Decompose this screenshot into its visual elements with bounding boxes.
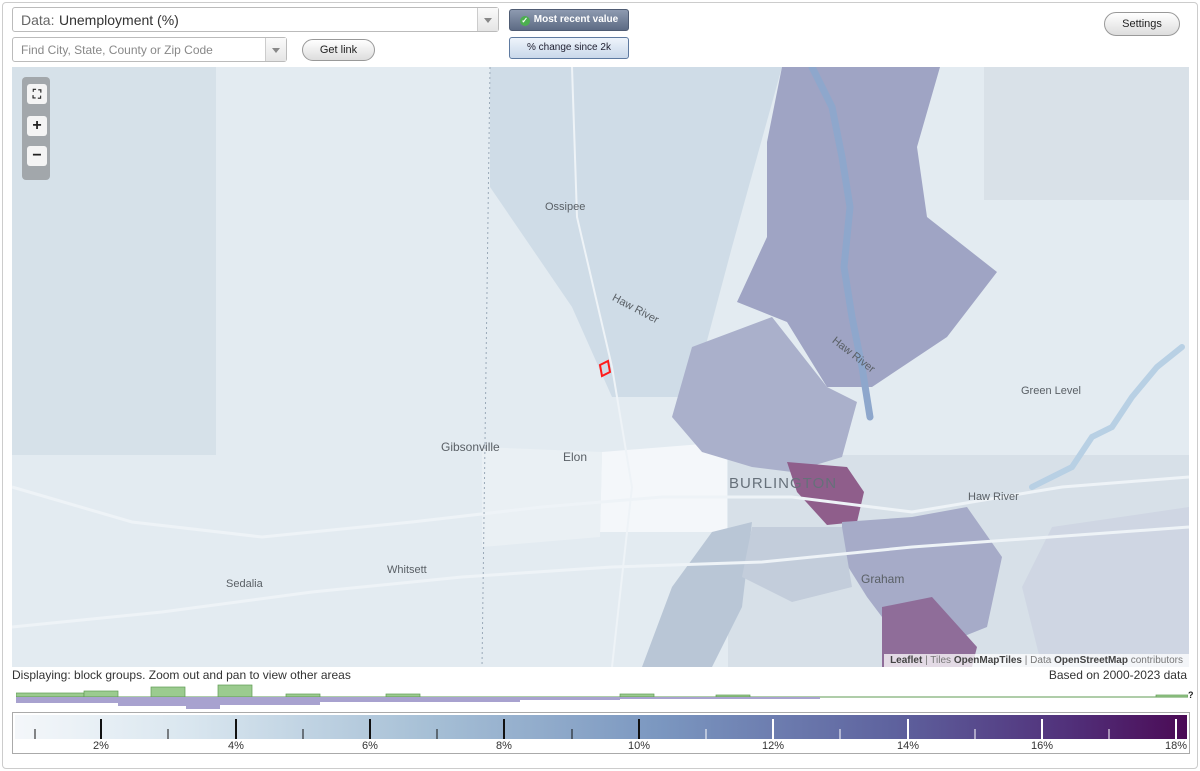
legend-label: 14% bbox=[896, 740, 920, 752]
histogram-bar-lower bbox=[320, 697, 520, 702]
status-displaying: Displaying: block groups. Zoom out and p… bbox=[12, 668, 351, 682]
block-group-high bbox=[787, 462, 864, 525]
zoom-out-button[interactable]: − bbox=[27, 146, 47, 166]
histogram-bar-lower bbox=[620, 697, 820, 699]
river-water bbox=[1029, 344, 1185, 490]
histogram-bar bbox=[217, 684, 253, 698]
openstreetmap-link[interactable]: OpenStreetMap bbox=[1054, 655, 1128, 666]
legend-label: 18% bbox=[1164, 740, 1188, 752]
block-group bbox=[600, 442, 727, 532]
choropleth-layer bbox=[12, 67, 1189, 667]
histogram-bar-lower bbox=[220, 697, 320, 705]
data-select-prefix: Data: bbox=[21, 12, 55, 28]
histogram-bar-lower bbox=[118, 697, 186, 706]
block-group bbox=[672, 317, 857, 472]
leaflet-link[interactable]: Leaflet bbox=[890, 655, 923, 666]
most-recent-value-button[interactable]: ✓ Most recent value bbox=[509, 9, 629, 31]
legend-ticks bbox=[34, 719, 1177, 739]
color-scale-legend: 2% 4% 6% 8% 10% 12% 14% 16% 18% bbox=[12, 712, 1190, 754]
distribution-histogram bbox=[16, 684, 1188, 709]
place-label-elon: Elon bbox=[563, 450, 588, 464]
pct-change-button[interactable]: % change since 2k bbox=[509, 37, 629, 59]
search-input[interactable] bbox=[13, 38, 271, 61]
legend-label: 10% bbox=[627, 740, 651, 752]
legend-label: 2% bbox=[93, 740, 109, 752]
legend-label: 12% bbox=[761, 740, 785, 752]
settings-button[interactable]: Settings bbox=[1104, 12, 1180, 36]
legend-label: 6% bbox=[362, 740, 378, 752]
place-label-whitsett: Whitsett bbox=[387, 564, 427, 576]
histogram-bar bbox=[83, 690, 119, 698]
lake-water bbox=[808, 67, 874, 421]
location-marker bbox=[598, 359, 612, 378]
place-label-ossipee: Ossipee bbox=[545, 201, 586, 213]
highway bbox=[12, 475, 1189, 539]
histogram-bar bbox=[16, 692, 85, 698]
highway bbox=[12, 525, 1189, 629]
legend-labels: 2% 4% 6% 8% 10% 12% 14% 16% 18% bbox=[13, 740, 1189, 754]
attribution-contributors: contributors bbox=[1130, 655, 1183, 666]
checkmark-icon: ✓ bbox=[519, 16, 530, 26]
histogram-bar-lower bbox=[186, 697, 220, 709]
histogram-bar bbox=[1155, 694, 1188, 698]
location-search[interactable] bbox=[12, 37, 287, 62]
place-label-graham: Graham bbox=[861, 572, 905, 586]
county-boundary bbox=[481, 67, 491, 667]
chevron-down-icon[interactable] bbox=[265, 38, 286, 61]
data-select[interactable]: Data: Unemployment (%) bbox=[12, 7, 499, 32]
histogram-bar bbox=[150, 686, 186, 698]
place-label-burlington: BURLINGTON bbox=[729, 475, 838, 492]
zoom-control: ⛶ + − bbox=[22, 77, 50, 180]
block-group bbox=[490, 67, 782, 397]
openmaptiles-link[interactable]: OpenMapTiles bbox=[953, 655, 1022, 666]
data-select-value: Unemployment (%) bbox=[59, 12, 179, 28]
block-group bbox=[737, 67, 997, 387]
block-group bbox=[1022, 507, 1189, 667]
road bbox=[571, 67, 634, 667]
place-label-sedalia: Sedalia bbox=[226, 578, 263, 590]
color-scale-gradient bbox=[15, 715, 1187, 739]
chevron-down-icon[interactable] bbox=[477, 8, 498, 31]
place-label-haw-river: Haw River bbox=[968, 491, 1019, 503]
map-view[interactable]: ⛶ + − Ossipee Haw River Haw River Gibson… bbox=[12, 67, 1189, 667]
histogram-bar-lower bbox=[16, 697, 84, 703]
histogram-unknown-marker: ? bbox=[1188, 690, 1194, 700]
map-attribution: Leaflet | Tiles OpenMapTiles | Data Open… bbox=[884, 654, 1189, 667]
legend-label: 16% bbox=[1030, 740, 1054, 752]
block-group-high bbox=[882, 597, 977, 667]
fullscreen-icon[interactable]: ⛶ bbox=[27, 84, 47, 104]
block-group bbox=[482, 447, 602, 547]
legend-label: 8% bbox=[496, 740, 512, 752]
zoom-in-button[interactable]: + bbox=[27, 116, 47, 136]
tile-unloaded-region bbox=[984, 67, 1189, 200]
histogram-bar-lower bbox=[84, 697, 118, 703]
attribution-data-prefix: Data bbox=[1030, 655, 1052, 666]
get-link-button[interactable]: Get link bbox=[302, 39, 375, 61]
most-recent-value-label: Most recent value bbox=[533, 14, 619, 25]
attribution-tiles-prefix: Tiles bbox=[930, 655, 952, 666]
block-group bbox=[642, 522, 752, 667]
place-label-gibsonville: Gibsonville bbox=[441, 440, 500, 454]
legend-label: 4% bbox=[228, 740, 244, 752]
histogram-bar-lower bbox=[520, 697, 620, 700]
status-based-on: Based on 2000-2023 data bbox=[1048, 668, 1187, 682]
place-label-green-level: Green Level bbox=[1021, 385, 1081, 397]
block-group bbox=[742, 527, 852, 602]
